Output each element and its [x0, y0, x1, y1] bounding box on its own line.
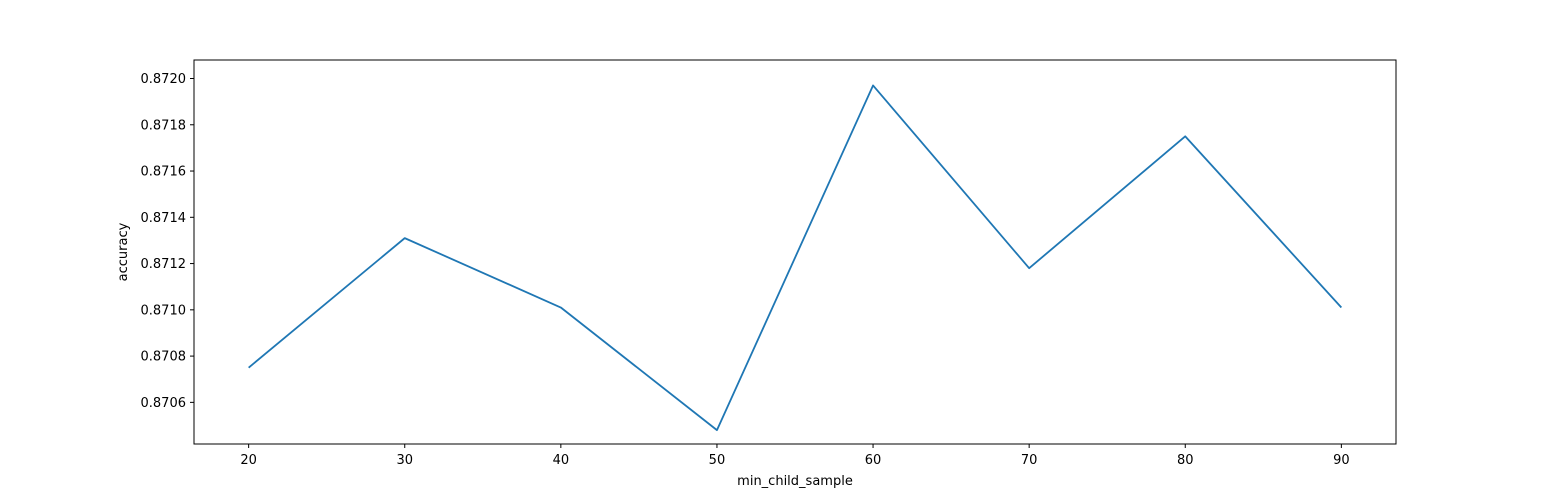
plot-frame	[193, 59, 1397, 445]
x-tick-label: 90	[1333, 453, 1350, 468]
series-layer	[248, 84, 1343, 432]
y-tick-label: 0.8706	[141, 396, 187, 411]
x-tick-label: 30	[396, 453, 413, 468]
x-tick-label: 70	[1021, 453, 1038, 468]
x-axis-label: min_child_sample	[737, 474, 853, 489]
y-tick-label: 0.8718	[141, 118, 187, 133]
plot-area	[193, 59, 1397, 445]
y-tick-label: 0.8720	[141, 72, 187, 87]
y-tick-label: 0.8712	[141, 257, 187, 272]
x-tick-label: 20	[240, 453, 257, 468]
x-tick-label: 50	[709, 453, 726, 468]
y-tick-label: 0.8714	[141, 211, 187, 226]
x-tick-label: 80	[1177, 453, 1194, 468]
y-tick-label: 0.8716	[141, 165, 187, 180]
x-tick-label: 60	[865, 453, 882, 468]
y-tick-label: 0.8708	[141, 350, 187, 365]
y-axis-label: accuracy	[116, 222, 131, 281]
series-line	[248, 84, 1343, 432]
x-tick-label: 40	[553, 453, 570, 468]
y-tick-label: 0.8710	[141, 303, 187, 318]
x-axis: 20 30 40 50 60 70 80 90	[240, 444, 1350, 468]
y-axis: 0.8706 0.8708 0.8710 0.8712 0.8714 0.8716 0.87…	[141, 72, 194, 411]
